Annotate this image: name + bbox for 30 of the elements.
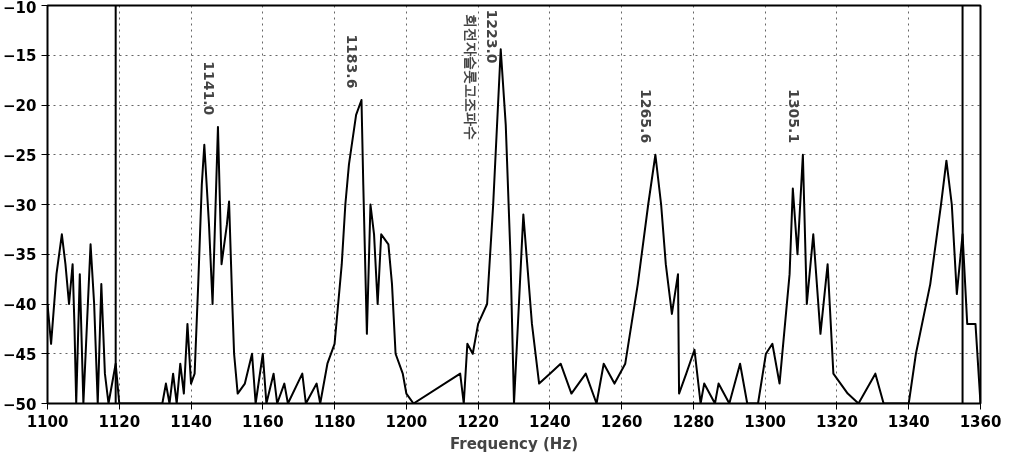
- annotation: 1223.0: [483, 9, 500, 64]
- x-tick-label: 1340: [887, 412, 930, 431]
- y-tick-label: −50: [3, 395, 37, 414]
- x-tick-label: 1280: [672, 412, 715, 431]
- y-tick-label: −40: [3, 296, 37, 314]
- y-tick-label: −45: [3, 345, 37, 364]
- annotation: 1265.6: [638, 89, 655, 144]
- y-tick-label: −35: [3, 246, 37, 265]
- x-tick-label: 1140: [170, 412, 212, 431]
- x-tick-label: 1120: [98, 412, 141, 431]
- x-tick-label: 1180: [313, 412, 356, 431]
- y-tick-label: −25: [3, 146, 37, 165]
- x-tick-label: 1320: [816, 412, 858, 431]
- y-tick-label: −10: [3, 0, 37, 17]
- x-tick-label: 1360: [959, 412, 1002, 431]
- annotation: 1183.6: [344, 34, 361, 89]
- x-tick-label: 1260: [600, 412, 643, 431]
- x-tick-label: 1200: [385, 412, 428, 431]
- y-tick-label: −30: [3, 196, 37, 215]
- annotation: 1305.1: [785, 89, 802, 144]
- x-tick-label: 1300: [744, 412, 787, 431]
- annotation: 회전자슬롯고조파수: [462, 13, 479, 140]
- x-tick-label: 1220: [457, 412, 499, 431]
- x-tick-label: 1100: [26, 412, 69, 431]
- annotation: 1141.0: [200, 61, 217, 116]
- y-tick-label: −15: [3, 47, 37, 66]
- x-tick-label: 1240: [529, 412, 571, 431]
- x-axis-title: Frequency (Hz): [449, 434, 579, 453]
- y-tick-label: −20: [3, 97, 37, 115]
- x-tick-label: 1160: [241, 412, 284, 431]
